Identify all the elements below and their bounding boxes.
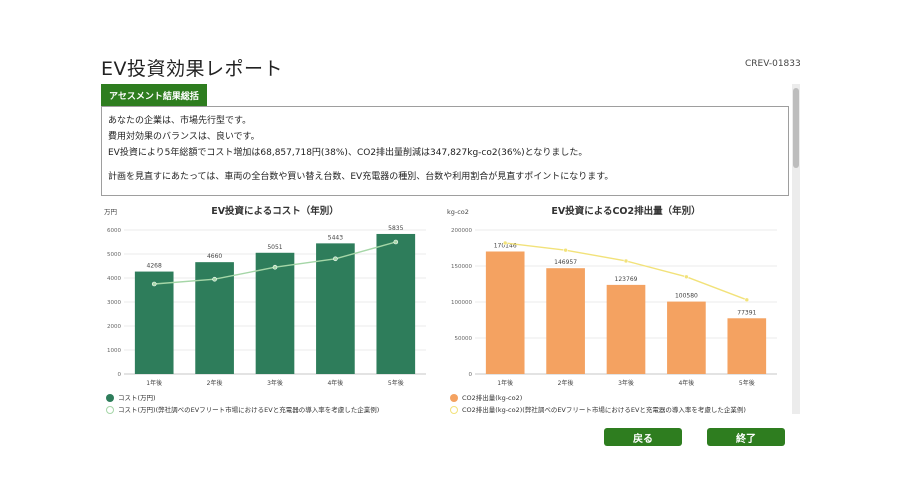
x-tick-label: 2年後 <box>558 379 574 387</box>
y-tick-label: 4000 <box>107 276 121 282</box>
data-label: 100580 <box>675 293 698 300</box>
line-point <box>212 276 217 282</box>
line-point <box>333 256 338 262</box>
line-point <box>151 281 157 287</box>
bar <box>316 243 355 374</box>
x-tick-label: 3年後 <box>267 379 283 387</box>
legend-marker-icon <box>450 406 458 414</box>
x-tick-label: 1年後 <box>146 379 162 387</box>
cost-legend: コスト(万円) コスト(万円)(弊社調べのEVフリート市場におけるEVと充電器の導… <box>106 392 379 416</box>
data-label: 5835 <box>388 225 403 232</box>
legend-label: コスト(万円) <box>118 394 156 402</box>
line-point <box>684 274 689 280</box>
line-point <box>623 258 629 264</box>
bar <box>376 233 416 374</box>
scrollbar-thumb[interactable] <box>793 88 799 168</box>
finish-button[interactable]: 終了 <box>707 428 785 446</box>
summary-line: EV投資により5年総額でコスト増加は68,857,718円(38%)、CO2排出… <box>108 148 588 158</box>
y-tick-label: 100000 <box>451 300 472 306</box>
y-tick-label: 3000 <box>107 300 121 306</box>
bar <box>485 251 525 374</box>
y-tick-label: 5000 <box>107 252 121 258</box>
data-label: 123769 <box>615 276 638 283</box>
x-tick-label: 4年後 <box>327 379 343 387</box>
bar <box>667 301 706 374</box>
report-code: CREV-01833 <box>745 59 801 69</box>
data-label: 77391 <box>737 309 756 316</box>
chart-title: EV投資によるコスト（年別） <box>211 205 339 217</box>
x-tick-label: 5年後 <box>739 379 755 387</box>
assessment-tab[interactable]: アセスメント結果総括 <box>101 84 207 106</box>
data-label: 5443 <box>328 234 343 241</box>
legend-marker-icon <box>106 406 114 414</box>
y-tick-label: 200000 <box>451 228 472 234</box>
line-point <box>272 264 278 270</box>
y-tick-label: 0 <box>118 372 122 378</box>
bar <box>727 318 767 374</box>
line-point <box>563 247 568 253</box>
y-tick-label: 150000 <box>451 264 472 270</box>
y-axis-label: kg-co2 <box>447 208 469 216</box>
legend-item[interactable]: CO2排出量(kg-co2)(弊社調べのEVフリート市場におけるEVと充電器の導… <box>450 404 746 416</box>
spacer <box>108 161 782 169</box>
y-axis-label: 万円 <box>104 208 117 216</box>
x-tick-label: 4年後 <box>678 379 694 387</box>
vertical-scrollbar[interactable] <box>792 84 800 414</box>
assessment-summary: あなたの企業は、市場先行型です。 費用対効果のバランスは、良いです。 EV投資に… <box>101 106 789 196</box>
co2-legend: CO2排出量(kg-co2) CO2排出量(kg-co2)(弊社調べのEVフリート… <box>450 392 746 416</box>
legend-label: コスト(万円)(弊社調べのEVフリート市場におけるEVと充電器の導入率を考慮した… <box>118 406 380 414</box>
legend-marker-icon <box>106 394 114 402</box>
page-title: EV投資効果レポート <box>101 58 284 80</box>
cost-chart: EV投資によるコスト（年別） 万円 0 1000 2000 3000 4000 5000 600… <box>100 202 435 392</box>
data-label: 146957 <box>554 259 577 266</box>
line-point <box>502 240 508 246</box>
x-tick-label: 2年後 <box>207 379 223 387</box>
bar <box>546 268 585 374</box>
chart-svg: EV投資によるCO2排出量（年別） kg-co2 0 50000 100000 15000… <box>447 205 777 387</box>
y-tick-label: 6000 <box>107 228 121 234</box>
x-tick-label: 1年後 <box>497 379 513 387</box>
summary-line: あなたの企業は、市場先行型です。 <box>108 116 252 126</box>
legend-label: CO2排出量(kg-co2)(弊社調べのEVフリート市場におけるEVと充電器の導… <box>462 406 746 414</box>
line-point <box>393 239 399 245</box>
back-button[interactable]: 戻る <box>604 428 682 446</box>
data-label: 5051 <box>267 244 282 251</box>
data-label: 4660 <box>207 253 222 260</box>
x-tick-label: 5年後 <box>388 379 404 387</box>
y-tick-label: 0 <box>469 372 473 378</box>
legend-item[interactable]: コスト(万円)(弊社調べのEVフリート市場におけるEVと充電器の導入率を考慮した… <box>106 404 379 416</box>
chart-title: EV投資によるCO2排出量（年別） <box>551 205 700 217</box>
legend-label: CO2排出量(kg-co2) <box>462 394 523 402</box>
assessment-panel: アセスメント結果総括 あなたの企業は、市場先行型です。 費用対効果のバランスは、… <box>101 84 789 196</box>
bar <box>606 284 646 374</box>
summary-line: 費用対効果のバランスは、良いです。 <box>108 132 260 142</box>
bar <box>255 252 295 374</box>
legend-item[interactable]: CO2排出量(kg-co2) <box>450 392 746 404</box>
co2-chart: EV投資によるCO2排出量（年別） kg-co2 0 50000 100000 15000… <box>443 202 788 392</box>
summary-line: 計画を見直すにあたっては、車両の全台数や買い替え台数、EV充電器の種別、台数や利… <box>108 172 614 182</box>
legend-item[interactable]: コスト(万円) <box>106 392 379 404</box>
chart-svg: EV投資によるコスト（年別） 万円 0 1000 2000 3000 4000 5000 600… <box>104 205 426 387</box>
bar <box>134 271 174 374</box>
y-tick-label: 2000 <box>107 324 121 330</box>
y-tick-label: 1000 <box>107 348 121 354</box>
data-label: 4268 <box>147 263 162 270</box>
y-tick-label: 50000 <box>455 336 473 342</box>
line-point <box>744 297 750 303</box>
data-label: 170146 <box>494 242 517 249</box>
x-tick-label: 3年後 <box>618 379 634 387</box>
legend-marker-icon <box>450 394 458 402</box>
